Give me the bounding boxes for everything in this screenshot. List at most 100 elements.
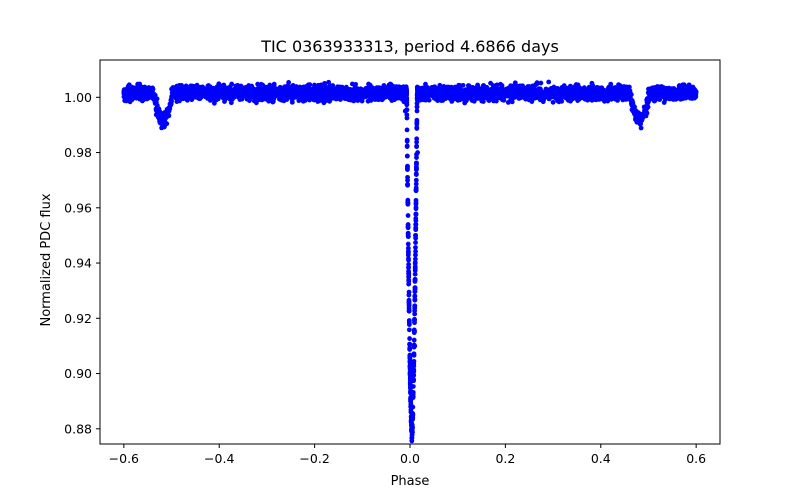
data-point (531, 87, 537, 93)
data-point (404, 153, 410, 159)
data-point (406, 274, 412, 280)
data-point (420, 86, 425, 92)
data-point (414, 121, 420, 127)
data-point (638, 125, 644, 131)
data-point (335, 84, 340, 90)
data-point (315, 99, 321, 104)
data-point (413, 233, 419, 238)
data-point (405, 241, 411, 247)
data-point (126, 82, 132, 88)
data-point (256, 94, 261, 99)
data-point (240, 91, 245, 97)
x-tick-label: −0.6 (109, 451, 139, 466)
data-point (460, 82, 466, 88)
data-point (450, 94, 456, 100)
data-point (414, 162, 419, 168)
data-point (687, 86, 692, 91)
data-point (230, 96, 235, 102)
data-point (411, 367, 417, 373)
data-point (271, 89, 277, 95)
data-point (271, 81, 277, 87)
x-axis-ticks: −0.6 −0.4 −0.2 0.0 0.2 0.4 0.6 (109, 444, 706, 466)
data-point (307, 91, 313, 96)
data-point (207, 97, 213, 103)
data-point (520, 94, 526, 100)
data-point (641, 110, 647, 116)
data-point (225, 94, 231, 100)
data-point (407, 371, 413, 376)
data-point (406, 281, 412, 287)
data-point (320, 89, 326, 95)
data-point (564, 90, 570, 95)
data-point (475, 84, 481, 90)
data-point (169, 86, 174, 92)
data-point (161, 121, 167, 127)
data-point (150, 86, 155, 92)
data-point (352, 93, 358, 99)
data-point (411, 358, 417, 364)
data-point (266, 97, 272, 102)
x-tick-label: 0.4 (591, 451, 611, 466)
data-point (169, 98, 174, 104)
data-point (160, 117, 166, 122)
data-point (509, 99, 515, 105)
data-point (511, 88, 517, 93)
data-point (404, 115, 410, 121)
data-point (567, 85, 572, 91)
y-tick-label: 0.94 (64, 256, 92, 271)
data-point (467, 89, 473, 95)
data-point (208, 93, 214, 98)
data-point (293, 84, 299, 89)
data-point (222, 97, 228, 102)
data-point (203, 88, 209, 94)
data-point (413, 221, 419, 227)
data-point (486, 98, 492, 103)
data-point (170, 93, 176, 99)
data-point (181, 87, 187, 93)
data-point (540, 90, 546, 96)
data-point (406, 292, 412, 298)
x-tick-label: −0.2 (299, 451, 329, 466)
data-point (553, 86, 559, 92)
data-point (661, 92, 667, 98)
data-point (413, 171, 419, 177)
data-point (406, 271, 412, 277)
data-point (412, 289, 418, 295)
data-point (413, 252, 418, 258)
data-point (414, 104, 420, 110)
data-point (408, 401, 414, 407)
data-point (476, 91, 481, 97)
data-point (336, 91, 342, 97)
data-point (610, 85, 616, 91)
data-point (586, 84, 592, 90)
data-point (437, 82, 443, 88)
data-point (325, 97, 331, 102)
data-point (593, 86, 599, 92)
data-point (214, 86, 220, 91)
data-point (440, 90, 445, 96)
data-point (407, 352, 413, 358)
data-point (131, 93, 137, 99)
data-point (216, 90, 221, 96)
data-point (307, 82, 313, 88)
data-point (286, 80, 292, 85)
data-point (556, 91, 561, 97)
data-point (425, 91, 431, 97)
data-point (382, 92, 388, 98)
data-point (279, 89, 285, 95)
data-point (131, 88, 136, 94)
data-point (412, 276, 418, 282)
data-point (580, 89, 586, 95)
data-point (150, 91, 156, 97)
data-point (407, 359, 413, 365)
data-point (457, 97, 463, 103)
data-point (299, 85, 304, 91)
chart-title: TIC 0363933313, period 4.6866 days (260, 37, 559, 56)
data-point (488, 80, 493, 86)
x-tick-label: 0.6 (686, 451, 706, 466)
data-point (395, 88, 401, 94)
data-point (413, 249, 418, 254)
data-point (412, 317, 417, 323)
data-point (144, 88, 150, 94)
